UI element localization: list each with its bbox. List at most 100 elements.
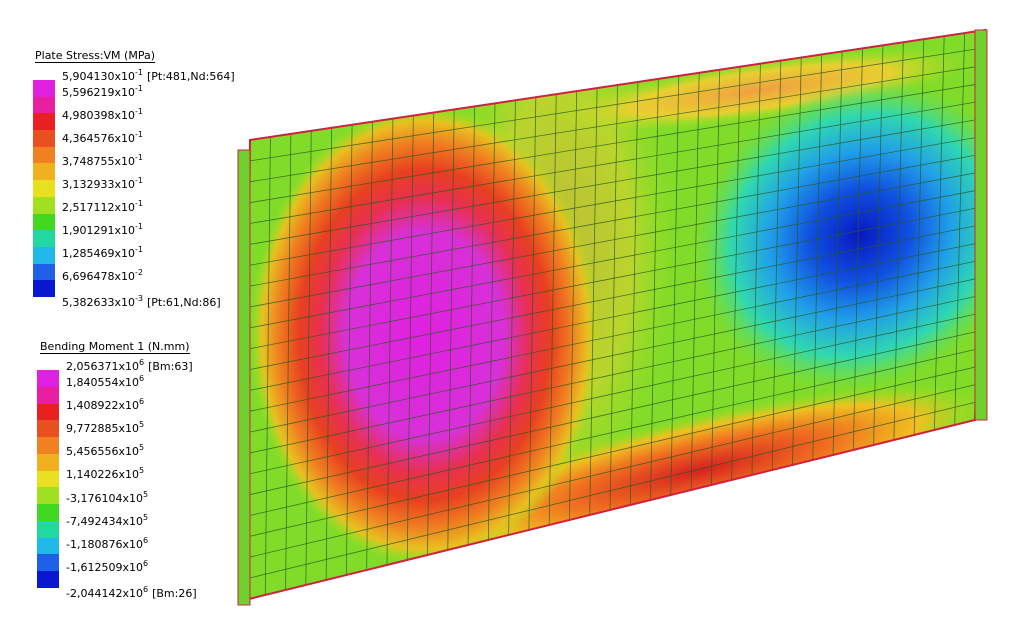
- mesh-line: [248, 153, 982, 287]
- mesh-line: [249, 82, 984, 204]
- legend-exponent: 5: [139, 443, 145, 453]
- legend-entry: -3,176104x105: [66, 490, 148, 505]
- legend-exponent: -1: [135, 68, 143, 77]
- mesh-line: [247, 242, 980, 392]
- color-bar: [33, 80, 55, 297]
- mesh-line: [247, 189, 981, 329]
- legend-entry: 4,364576x10-1: [62, 130, 143, 145]
- mesh-line: [245, 401, 976, 580]
- legend-exponent: 5: [139, 420, 145, 430]
- mesh-line: [248, 135, 983, 266]
- mesh-line: [249, 47, 985, 162]
- mesh-line: [247, 206, 981, 350]
- legend-exponent: 6: [139, 397, 145, 407]
- legend-mantissa: -1,612509x10: [66, 560, 143, 574]
- legend-entry: 1,901291x10-1: [62, 222, 143, 237]
- legend-entry: 2,517112x10-1: [62, 199, 143, 214]
- legend-mantissa: 5,596219x10: [62, 86, 135, 99]
- legend-mantissa: 2,056371x10: [66, 360, 139, 373]
- legend-mantissa: 4,980398x10: [62, 109, 135, 122]
- legend-mantissa: 1,140226x10: [66, 468, 139, 482]
- legend-entry: 5,904130x10-1 [Pt:481,Nd:564]: [62, 68, 235, 83]
- legend-entry: -7,492434x105: [66, 513, 148, 528]
- mesh-line: [246, 295, 979, 455]
- legend-entry: 1,840554x106: [66, 374, 144, 389]
- mesh-line: [246, 330, 978, 496]
- legend-title: Plate Stress:VM (MPa): [35, 49, 155, 63]
- legend-mantissa: 9,772885x10: [66, 422, 139, 436]
- legend-entry: 6,696478x10-2: [62, 268, 143, 283]
- legend-entry: 1,140226x105: [66, 466, 144, 481]
- mesh-line: [246, 277, 979, 434]
- mesh-line: [248, 118, 983, 245]
- legend-mantissa: 1,408922x10: [66, 399, 139, 413]
- mesh-line: [246, 313, 978, 475]
- legend-mantissa: -7,492434x10: [66, 514, 143, 528]
- legend-exponent: 5: [142, 489, 149, 499]
- legend-exponent: 6: [142, 535, 149, 545]
- legend-title: Bending Moment 1 (N.mm): [40, 340, 190, 354]
- mesh-line: [249, 100, 984, 225]
- legend-entry: 1,285469x10-1: [62, 245, 143, 260]
- color-bar: [37, 370, 59, 588]
- legend-exponent: -1: [135, 107, 143, 116]
- legend-entry: -1,612509x106: [66, 559, 148, 574]
- legend-entry: 1,408922x106: [66, 397, 144, 412]
- legend-mantissa: 1,901291x10: [62, 224, 135, 237]
- edge-stiffener: [237, 149, 251, 606]
- legend-exponent: 6: [142, 585, 149, 594]
- legend-exponent: -3: [135, 294, 143, 303]
- legend-exponent: -1: [135, 199, 143, 208]
- legend-mantissa: 3,748755x10: [62, 155, 135, 168]
- legend-mantissa: 2,517112x10: [62, 201, 135, 214]
- legend-note: [Bm:26]: [152, 587, 197, 600]
- legend-exponent: -1: [135, 245, 143, 254]
- mesh-line: [245, 384, 977, 559]
- mesh-line: [246, 260, 980, 413]
- legend-exponent: 6: [139, 374, 145, 383]
- legend-note: [Bm:63]: [148, 360, 193, 373]
- legend-mantissa: -1,180876x10: [66, 537, 143, 551]
- legend-mantissa: -2,044142x10: [66, 587, 143, 600]
- legend-entry: 5,456556x105: [66, 443, 144, 458]
- mesh-line: [247, 224, 981, 371]
- legend-entry: 5,382633x10-3 [Pt:61,Nd:86]: [62, 294, 221, 309]
- legend-exponent: 6: [142, 558, 149, 568]
- legend-exponent: -1: [135, 84, 143, 93]
- mesh-line: [245, 348, 977, 517]
- legend-entry: 2,056371x106 [Bm:63]: [66, 358, 193, 373]
- legend-entry: 9,772885x105: [66, 420, 144, 435]
- legend-exponent: 5: [142, 512, 149, 522]
- mesh-line: [249, 65, 985, 183]
- legend-mantissa: 3,132933x10: [62, 178, 135, 191]
- legend-entry: -1,180876x106: [66, 536, 148, 551]
- legend-exponent: -1: [135, 153, 143, 162]
- legend-mantissa: 4,364576x10: [62, 132, 135, 145]
- legend-exponent: 6: [139, 358, 145, 367]
- legend-entry: 3,132933x10-1: [62, 176, 143, 191]
- legend-entry: -2,044142x106 [Bm:26]: [66, 585, 197, 600]
- legend-exponent: -2: [135, 268, 143, 277]
- mesh-line: [245, 366, 977, 538]
- legend-mantissa: 5,456556x10: [66, 445, 139, 459]
- legend-exponent: -1: [135, 222, 143, 231]
- legend-note: [Pt:481,Nd:564]: [146, 70, 235, 83]
- legend-note: [Pt:61,Nd:86]: [146, 296, 221, 309]
- legend-mantissa: 6,696478x10: [62, 270, 135, 283]
- legend-mantissa: -3,176104x10: [66, 491, 143, 505]
- legend-entry: 4,980398x10-1: [62, 107, 143, 122]
- legend-exponent: 5: [139, 466, 145, 476]
- legend-mantissa: 5,904130x10: [62, 70, 135, 83]
- legend-entry: 3,748755x10-1: [62, 153, 143, 168]
- legend-entry: 5,596219x10-1: [62, 84, 143, 99]
- mesh-line: [248, 171, 982, 308]
- edge-stiffener: [974, 29, 988, 421]
- legend-mantissa: 5,382633x10: [62, 296, 135, 309]
- legend-mantissa: 1,840554x10: [66, 376, 139, 389]
- legend-mantissa: 1,285469x10: [62, 247, 135, 260]
- legend-exponent: -1: [135, 176, 143, 185]
- legend-exponent: -1: [135, 130, 143, 139]
- mesh: [244, 29, 986, 601]
